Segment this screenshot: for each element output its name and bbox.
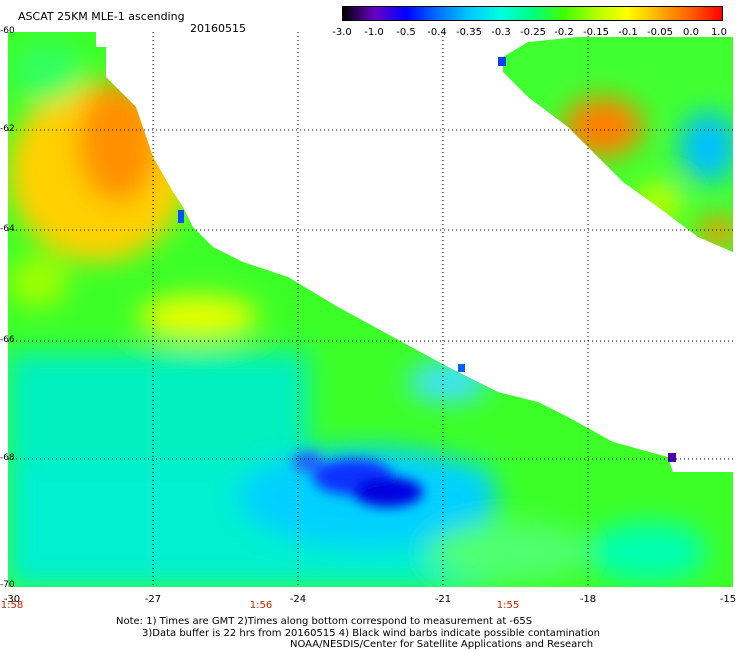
product-title: ASCAT 25KM MLE-1 ascending [18,10,185,23]
longitude-label: -27 [144,594,162,605]
colorbar-label: -0.2 [554,27,574,38]
time-label: 1:58 [0,600,24,611]
latitude-label: -68 [0,453,15,463]
colorbar-label: -0.1 [618,27,638,38]
swath-edge-pixels [178,57,676,462]
color-scale-bar [342,6,723,21]
footnote-line: 3)Data buffer is 22 hrs from 20160515 4)… [142,628,600,639]
colorbar-label: -0.35 [456,27,482,38]
longitude-label: -18 [579,594,597,605]
east-swath [503,37,733,252]
graticule [8,32,733,587]
latitude-label: -62 [0,124,15,134]
longitude-label: -21 [434,594,452,605]
time-label: 1:56 [249,600,273,611]
longitude-label: -24 [289,594,307,605]
colorbar-label: -1.0 [364,27,384,38]
colorbar-label: -0.15 [583,27,609,38]
swath-map [8,32,733,587]
longitude-label: -30 [3,594,21,605]
colorbar-label: -0.4 [427,27,447,38]
latitude-label: -64 [0,224,15,234]
colorbar-label: 1.0 [711,27,727,38]
colorbar-label: -0.3 [491,27,511,38]
colorbar-label: -0.05 [647,27,673,38]
credit-line: NOAA/NESDIS/Center for Satellite Applica… [290,639,594,650]
longitude-label: -15 [719,594,737,605]
latitude-label: -66 [0,335,15,345]
time-label: 1:55 [496,600,520,611]
latitude-label: -70 [0,580,15,590]
date-label: 20160515 [190,22,246,35]
footnote-line: Note: 1) Times are GMT 2)Times along bot… [116,616,533,627]
colorbar-label: -0.25 [520,27,546,38]
colorbar-label: -0.5 [396,27,416,38]
colorbar-label: 0.0 [683,27,699,38]
colorbar-label: -3.0 [332,27,352,38]
latitude-label: -60 [0,26,15,36]
